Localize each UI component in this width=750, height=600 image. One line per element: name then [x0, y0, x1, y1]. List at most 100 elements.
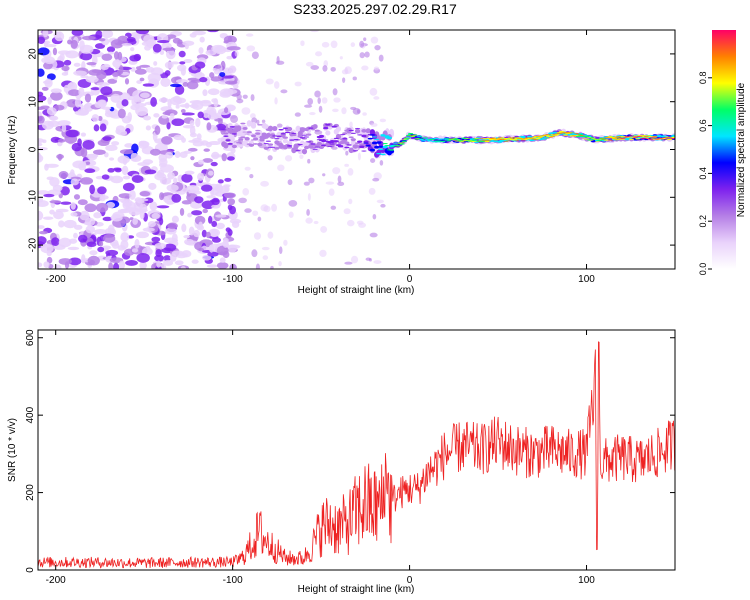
ridge-cell: [282, 136, 288, 139]
noise-blob: [227, 198, 236, 206]
ridge-cell: [306, 133, 312, 136]
noise-blob: [217, 179, 224, 184]
ridge-cell: [359, 146, 365, 149]
noise-blob: [153, 61, 158, 66]
noise-blob: [294, 112, 301, 117]
noise-blob: [194, 61, 206, 69]
ridge-cell: [473, 138, 480, 139]
noise-blob: [214, 64, 222, 69]
noise-blob: [81, 254, 86, 264]
noise-blob: [156, 205, 170, 209]
y-tick-label: 200: [25, 484, 36, 501]
colorbar-tick-label: 0.8: [698, 72, 708, 85]
ridge-cell: [248, 144, 254, 146]
ridge-cell: [594, 141, 601, 142]
noise-blob: [369, 87, 378, 96]
ridge-cell: [312, 124, 318, 129]
ridge-cell: [601, 139, 607, 141]
noise-blob: [197, 172, 205, 181]
noise-blob: [184, 238, 195, 245]
noise-blob: [159, 217, 164, 226]
ridge-cell: [416, 135, 422, 137]
noise-blob: [142, 227, 155, 232]
ridge-cell: [522, 138, 528, 139]
noise-blob: [333, 97, 341, 103]
ridge-cell: [242, 126, 248, 130]
noise-blob: [330, 66, 336, 72]
noise-blob: [350, 255, 359, 264]
ridge-cell: [297, 148, 303, 155]
noise-blob: [181, 250, 192, 258]
y-tick-label: 20: [28, 48, 39, 60]
ridge-cell: [344, 146, 350, 149]
noise-blob: [149, 201, 158, 211]
ridge-cell: [299, 137, 305, 139]
ridge-cell: [590, 138, 596, 139]
ridge-cell: [378, 148, 384, 151]
noise-blob: [119, 149, 134, 155]
noise-blob: [72, 160, 87, 169]
noise-blob: [356, 109, 360, 114]
noise-blob: [349, 121, 353, 128]
noise-blob: [304, 104, 313, 108]
noise-blob: [58, 237, 72, 248]
noise-blob: [196, 133, 202, 140]
ridge-cell: [671, 134, 675, 137]
noise-blob: [300, 40, 305, 47]
noise-blob: [145, 125, 151, 131]
noise-blob: [380, 203, 386, 208]
noise-blob: [242, 188, 250, 196]
noise-blob: [171, 215, 179, 223]
ridge-cell: [401, 139, 407, 140]
noise-blob: [134, 197, 143, 203]
ridge-cell: [597, 139, 603, 141]
ridge-cell: [499, 137, 505, 139]
noise-blob: [205, 231, 211, 239]
noise-blob: [91, 114, 100, 122]
noise-blob: [309, 112, 316, 116]
ridge-cell: [261, 134, 267, 137]
ridge-cell: [304, 145, 310, 150]
x-tick-label: 100: [578, 575, 595, 586]
noise-blob: [221, 153, 227, 162]
noise-blob: [201, 229, 207, 238]
noise-blob: [376, 199, 384, 204]
ridge-cell: [299, 127, 305, 130]
noise-blob: [211, 204, 221, 209]
noise-blob: [80, 147, 88, 158]
ridge-cell: [335, 126, 342, 132]
ridge-cell: [371, 136, 378, 138]
noise-blob: [94, 43, 106, 49]
noise-blob: [359, 52, 365, 59]
noise-blob: [99, 123, 107, 132]
noise-blob: [165, 49, 176, 60]
noise-blob: [38, 236, 47, 245]
ridge-cell: [314, 129, 320, 132]
ridge-cell: [575, 133, 581, 135]
noise-blob: [80, 75, 89, 79]
ridge-cell: [282, 138, 288, 144]
noise-blob: [49, 200, 62, 204]
noise-blob: [43, 43, 57, 48]
ridge-cell: [482, 140, 488, 142]
ridge-cell: [297, 144, 303, 146]
noise-blob: [71, 30, 84, 37]
noise-blob: [47, 96, 52, 105]
noise-blob: [183, 59, 193, 64]
ridge-cell: [359, 143, 365, 147]
noise-blob: [68, 257, 82, 266]
noise-blob: [261, 246, 270, 251]
noise-blob: [44, 78, 53, 88]
noise-blob: [68, 89, 81, 97]
ridge-cell: [272, 126, 278, 129]
noise-blob: [142, 83, 155, 87]
ridge-cell: [637, 136, 643, 137]
noise-blob: [170, 83, 182, 88]
noise-blob: [372, 177, 380, 182]
noise-blob: [161, 135, 173, 145]
ridge-cell: [633, 137, 639, 138]
noise-blob: [225, 227, 231, 233]
noise-blob: [154, 254, 165, 262]
ridge-cell: [480, 140, 486, 141]
noise-blob: [308, 177, 315, 184]
